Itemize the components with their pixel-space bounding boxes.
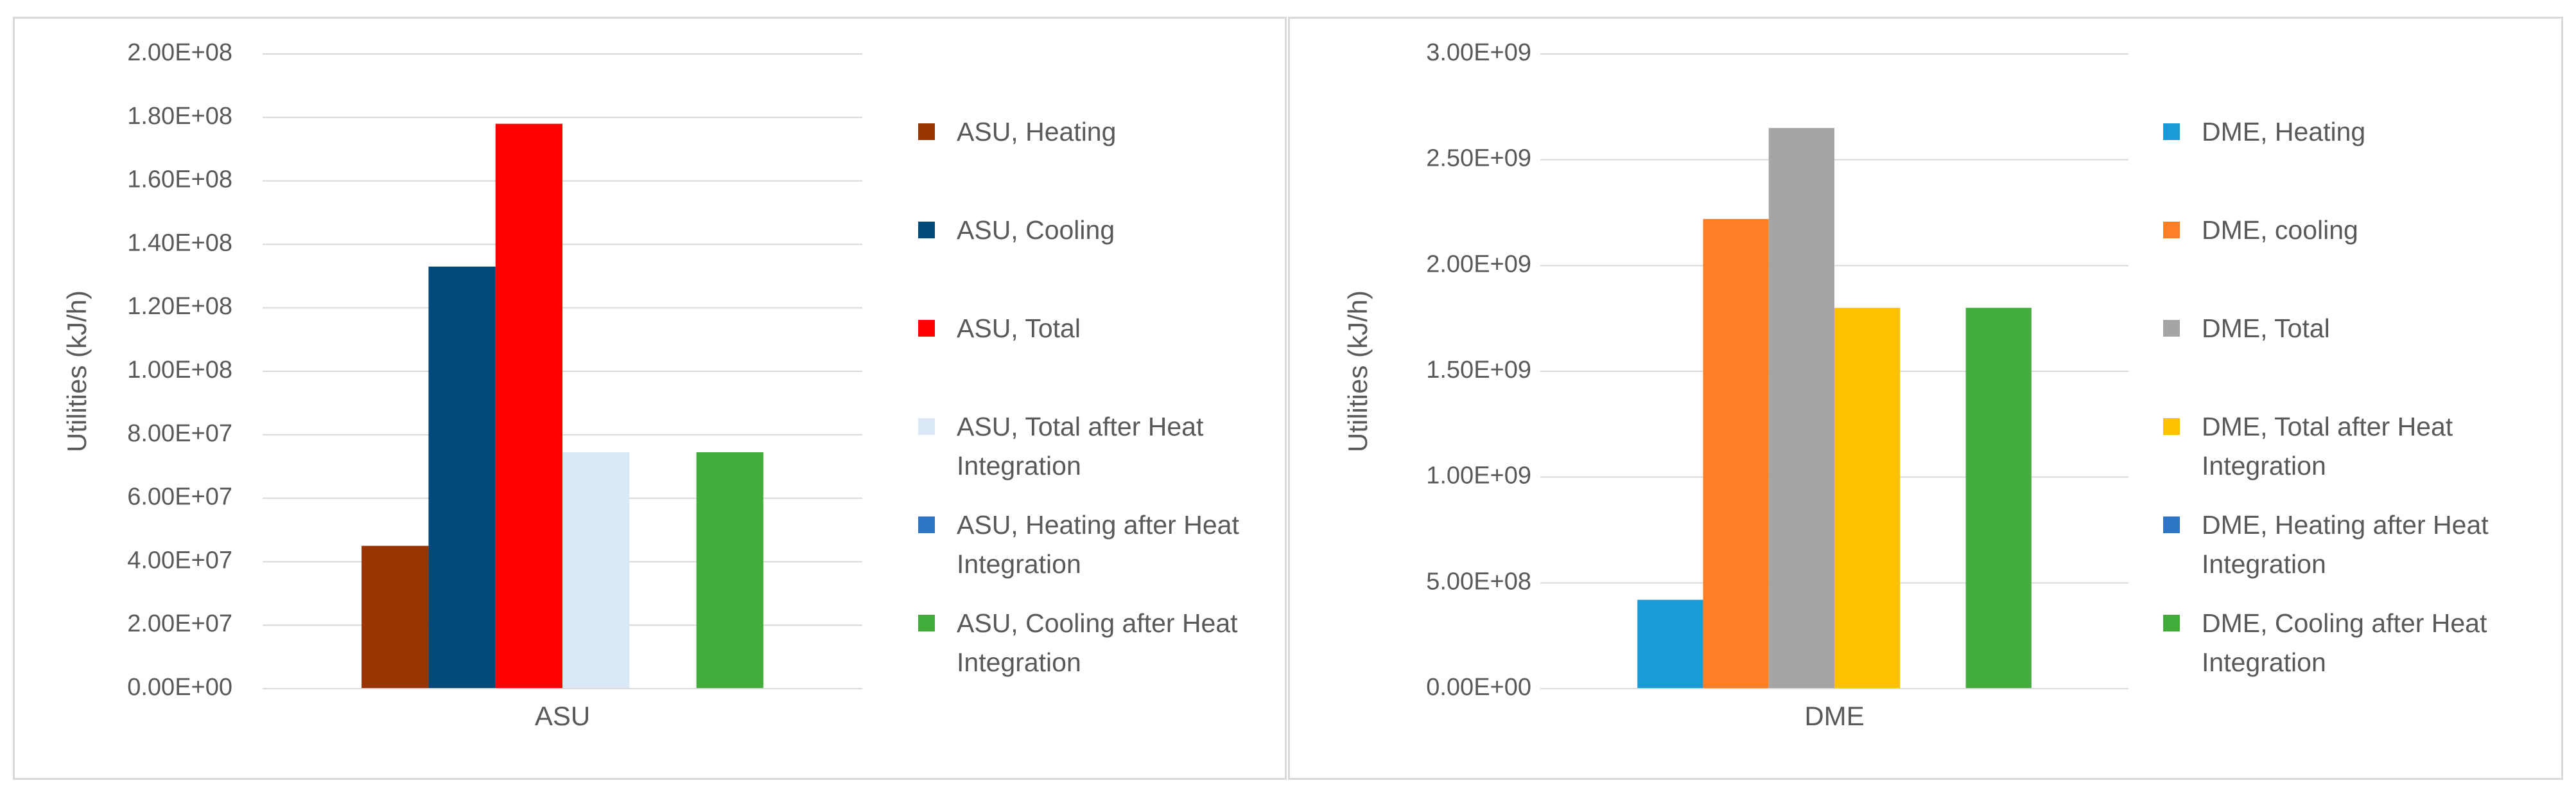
legend-swatch <box>2163 222 2180 238</box>
legend-swatch <box>2163 320 2180 337</box>
legend-item: ASU, Total after Heat Integration <box>918 407 1291 486</box>
legend-label: DME, Total after Heat Integration <box>2202 412 2453 481</box>
y-tick-label: 0.00E+00 <box>127 674 232 701</box>
y-tick-label: 3.00E+09 <box>1426 39 1531 66</box>
legend-swatch <box>918 222 935 238</box>
x-tick-label: ASU <box>535 701 590 731</box>
bar <box>1965 308 2032 689</box>
bar <box>696 452 763 689</box>
legend-label: ASU, Cooling <box>957 215 1115 245</box>
bar <box>1768 128 1834 689</box>
chart-panel <box>13 17 1287 780</box>
bar <box>562 452 630 689</box>
legend-label: ASU, Total after Heat Integration <box>957 412 1204 481</box>
legend-item: DME, Total after Heat Integration <box>2163 407 2536 486</box>
legend-swatch <box>2163 615 2180 631</box>
legend-label: DME, Heating after Heat Integration <box>2202 510 2489 579</box>
legend-swatch <box>2163 418 2180 435</box>
legend-item: DME, cooling <box>2163 211 2536 250</box>
bar <box>428 266 496 689</box>
legend-item: DME, Cooling after Heat Integration <box>2163 604 2536 682</box>
legend-label: DME, Total <box>2202 313 2330 343</box>
legend-label: DME, Cooling after Heat Integration <box>2202 608 2487 677</box>
y-tick-label: 0.00E+00 <box>1426 674 1531 701</box>
legend-item: DME, Heating <box>2163 112 2536 152</box>
legend-swatch <box>918 418 935 435</box>
bar <box>1637 599 1703 689</box>
bar <box>495 123 562 689</box>
bar <box>361 545 429 689</box>
x-tick-label: DME <box>1804 701 1864 731</box>
legend-label: ASU, Heating after Heat Integration <box>957 510 1239 579</box>
bar <box>1834 308 1901 689</box>
legend-label: ASU, Total <box>957 313 1081 343</box>
legend-label: ASU, Cooling after Heat Integration <box>957 608 1238 677</box>
y-tick-label: 1.20E+08 <box>127 293 232 320</box>
chart-panel <box>1288 17 2563 780</box>
y-tick-label: 2.00E+08 <box>127 39 232 66</box>
y-tick-label: 8.00E+07 <box>127 420 232 447</box>
y-tick-label: 1.80E+08 <box>127 103 232 130</box>
y-tick-label: 2.00E+09 <box>1426 251 1531 278</box>
y-tick-label: 4.00E+07 <box>127 547 232 574</box>
y-axis-label: Utilities (kJ/h) <box>62 290 92 452</box>
y-tick-label: 1.50E+09 <box>1426 357 1531 384</box>
y-tick-label: 1.40E+08 <box>127 229 232 256</box>
legend-swatch <box>918 123 935 140</box>
legend-label: DME, Heating <box>2202 117 2366 146</box>
legend-item: ASU, Heating <box>918 112 1291 152</box>
legend-item: ASU, Cooling after Heat Integration <box>918 604 1291 682</box>
legend-item: ASU, Total <box>918 309 1291 348</box>
legend-swatch <box>2163 516 2180 533</box>
legend-label: DME, cooling <box>2202 215 2358 245</box>
legend-swatch <box>918 516 935 533</box>
bar <box>1703 218 1769 689</box>
y-axis-label: Utilities (kJ/h) <box>1343 290 1373 452</box>
legend-swatch <box>2163 123 2180 140</box>
y-tick-label: 6.00E+07 <box>127 484 232 511</box>
legend-swatch <box>918 615 935 631</box>
y-tick-label: 1.00E+08 <box>127 357 232 384</box>
legend-item: DME, Heating after Heat Integration <box>2163 506 2536 584</box>
y-tick-label: 2.00E+07 <box>127 610 232 637</box>
y-tick-label: 5.00E+08 <box>1426 568 1531 595</box>
legend-label: ASU, Heating <box>957 117 1117 146</box>
y-tick-label: 1.00E+09 <box>1426 463 1531 490</box>
y-tick-label: 2.50E+09 <box>1426 145 1531 172</box>
legend-swatch <box>918 320 935 337</box>
legend-item: DME, Total <box>2163 309 2536 348</box>
legend-item: ASU, Heating after Heat Integration <box>918 506 1291 584</box>
y-tick-label: 1.60E+08 <box>127 166 232 193</box>
legend-item: ASU, Cooling <box>918 211 1291 250</box>
